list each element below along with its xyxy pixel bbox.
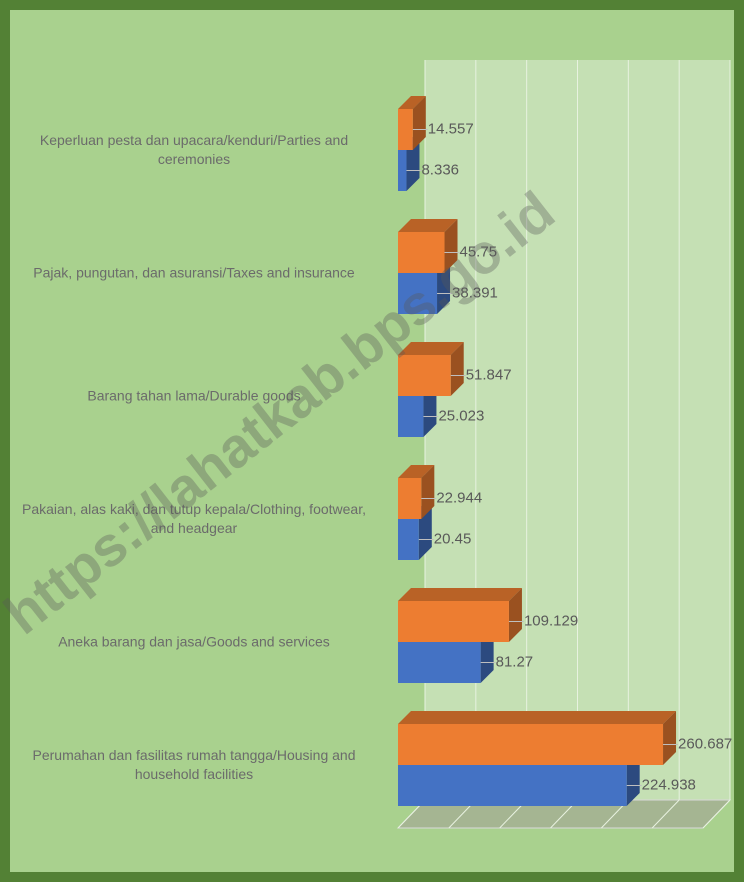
category-label: Pajak, pungutan, dan asuransi/Taxes and … (33, 264, 355, 281)
bar (398, 724, 664, 765)
value-label: 14.557 (428, 120, 474, 137)
value-label: 51.847 (466, 366, 512, 383)
bar-side (626, 752, 640, 806)
bar (398, 396, 424, 437)
bar-side (423, 383, 437, 437)
value-label: 81.27 (496, 653, 534, 670)
bar (398, 642, 481, 683)
value-label: 260.687 (678, 735, 732, 752)
value-label: 8.336 (421, 161, 459, 178)
bar-side (406, 137, 420, 191)
bar-top (398, 96, 426, 109)
floor-grid-line (702, 799, 731, 829)
value-label: 25.023 (438, 407, 484, 424)
bar-side (421, 465, 435, 519)
bar (398, 478, 422, 519)
category-label: Aneka barang dan jasa/Goods and services (58, 633, 330, 650)
bar-top (398, 711, 677, 724)
bar-side (480, 629, 494, 683)
bar (398, 273, 438, 314)
bar (398, 232, 445, 273)
bar-side (437, 260, 451, 314)
category-label: Perumahan dan fasilitas rumah tangga/Hou… (32, 747, 356, 782)
value-label: 20.45 (434, 530, 472, 547)
bar-top (398, 342, 464, 355)
bar-top (398, 588, 522, 601)
bar (398, 519, 419, 560)
bar (398, 355, 451, 396)
value-label: 22.944 (436, 489, 482, 506)
category-label: Barang tahan lama/Durable goods (87, 387, 301, 404)
value-label: 45.75 (460, 243, 498, 260)
category-label: Pakaian, alas kaki, dan tutup kepala/Clo… (22, 501, 366, 536)
bar (398, 150, 407, 191)
value-label: 38.391 (452, 284, 498, 301)
bar-side (450, 342, 464, 396)
bar (398, 765, 627, 806)
bar (398, 601, 509, 642)
value-label: 109.129 (524, 612, 578, 629)
bar-side (444, 219, 458, 273)
bar-side (508, 588, 522, 642)
bar-side (412, 96, 426, 150)
bar-side (663, 711, 677, 765)
category-label: Keperluan pesta dan upacara/kenduri/Part… (39, 132, 349, 167)
bar-side (418, 506, 432, 560)
floor-grid-line (651, 799, 680, 829)
bar (398, 109, 413, 150)
bar-top (398, 465, 435, 478)
bar-top (398, 219, 458, 232)
value-label: 224.938 (642, 776, 696, 793)
